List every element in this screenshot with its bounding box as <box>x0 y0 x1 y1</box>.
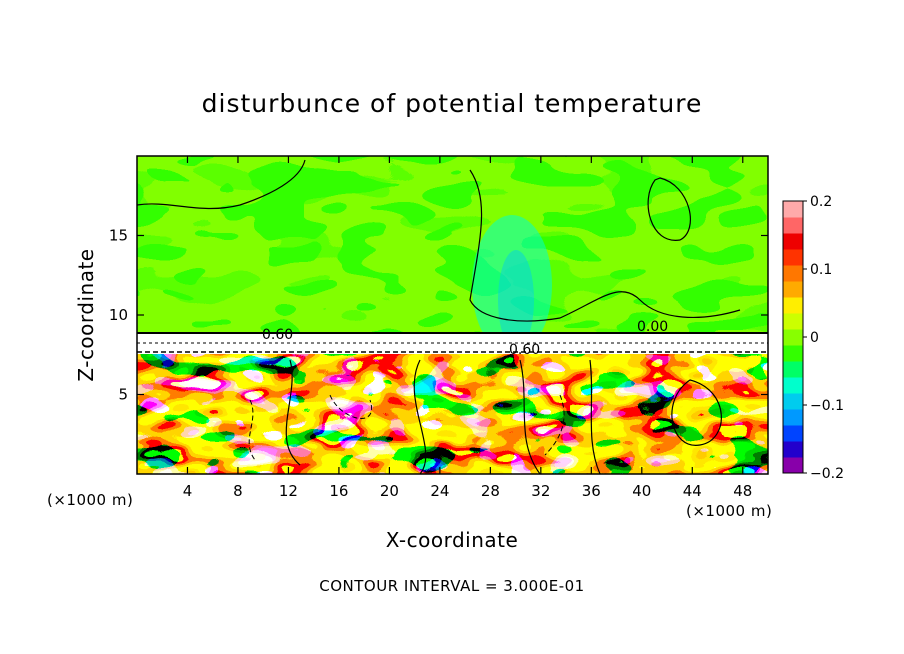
contour-interval-note: CONTOUR INTERVAL = 3.000E-01 <box>319 577 584 595</box>
colorbar-swatch <box>783 329 803 346</box>
contour-label: 0.00 <box>637 319 668 335</box>
colorbar-swatch <box>783 297 803 314</box>
colorbar-swatch <box>783 233 803 250</box>
x-unit-label-right: (×1000 m) <box>686 502 772 520</box>
x-tick-label: 48 <box>733 482 752 500</box>
colorbar-tick-label: −0.2 <box>810 466 844 482</box>
cyan-plume <box>472 215 552 355</box>
x-tick-label: 8 <box>233 482 243 500</box>
colorbar-swatch <box>783 249 803 266</box>
colorbar-tick-label: 0.1 <box>810 262 832 278</box>
colorbar-swatch <box>783 393 803 410</box>
colorbar-swatch <box>783 201 803 218</box>
colorbar-swatch <box>783 345 803 362</box>
x-unit-label-left: (×1000 m) <box>47 491 133 509</box>
x-tick-label: 36 <box>582 482 601 500</box>
colorbar-swatch <box>783 217 803 234</box>
plot-area: 0.60 0.00 0.60 <box>137 156 768 474</box>
x-tick-label: 20 <box>380 482 399 500</box>
colorbar-swatch <box>783 265 803 282</box>
contour-line <box>285 359 722 474</box>
contour-label: 0.60 <box>509 342 540 358</box>
x-tick-label: 32 <box>531 482 550 500</box>
colorbar-swatch <box>783 441 803 458</box>
contour-line <box>137 159 741 322</box>
contour-line <box>248 394 565 461</box>
colorbar-tick-label: 0.2 <box>810 194 832 210</box>
colorbar-swatch <box>783 457 803 474</box>
y-axis-label: Z-coordinate <box>74 248 98 381</box>
y-tick-label: 5 <box>118 386 128 404</box>
x-tick-label: 44 <box>683 482 702 500</box>
colorbar-tick-label: 0 <box>810 330 819 346</box>
upper-field-patches <box>137 156 768 332</box>
y-tick-label: 10 <box>109 306 128 324</box>
x-tick-label: 24 <box>430 482 449 500</box>
colorbar-tick-label: −0.1 <box>810 398 844 414</box>
contour-label: 0.60 <box>262 327 293 343</box>
colorbar-swatch <box>783 377 803 394</box>
colorbar-swatch <box>783 313 803 330</box>
colorbar-swatch <box>783 409 803 426</box>
x-tick-label: 16 <box>329 482 348 500</box>
cyan-plume-core <box>498 250 534 350</box>
colorbar-swatch <box>783 361 803 378</box>
inversion-layer <box>137 332 768 354</box>
colorbar: 0.2 0.1 0 −0.1 −0.2 <box>782 194 844 482</box>
x-axis-label: X-coordinate <box>386 528 519 552</box>
chart-title: disturbunce of potential temperature <box>202 89 703 118</box>
lower-turbulent-field <box>137 354 768 474</box>
x-tick-label: 40 <box>632 482 651 500</box>
x-tick-label: 4 <box>183 482 193 500</box>
x-tick-label: 12 <box>279 482 298 500</box>
colorbar-swatch <box>783 425 803 442</box>
x-tick-label: 28 <box>481 482 500 500</box>
y-tick-label: 15 <box>109 227 128 245</box>
colorbar-swatch <box>783 281 803 298</box>
